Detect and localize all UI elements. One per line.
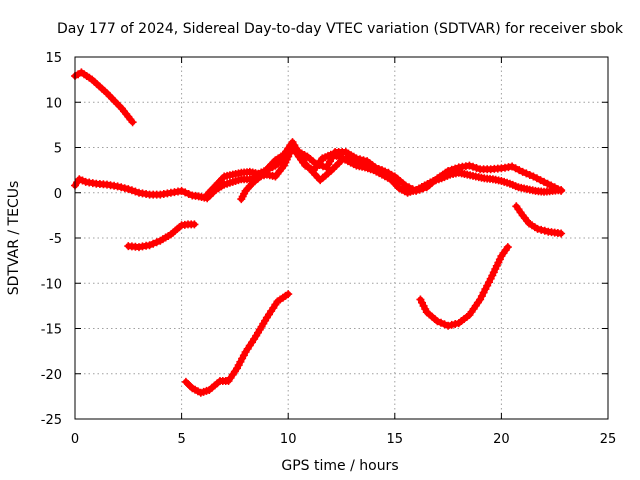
plus-markers [124, 220, 199, 252]
y-tick-label: 0 [54, 187, 62, 202]
x-tick-label: 10 [280, 432, 297, 447]
series-markers [71, 68, 137, 127]
x-tick-label: 0 [71, 432, 79, 447]
x-tick-label: 5 [177, 432, 185, 447]
series-band [417, 244, 511, 329]
y-tick-label: -20 [41, 368, 62, 383]
data-series [71, 68, 566, 397]
series-markers [512, 202, 566, 238]
y-tick-labels: -25 -20 -15 -10 -5 0 5 10 15 [41, 51, 62, 428]
plus-markers [237, 138, 566, 204]
series-markers [181, 290, 293, 397]
y-tick-label: -15 [41, 323, 62, 338]
plus-markers [71, 68, 137, 127]
y-axis-label: SDTVAR / TECUs [6, 181, 22, 296]
y-tick-label: -5 [49, 232, 62, 247]
plus-markers [181, 290, 293, 397]
x-tick-label: 15 [387, 432, 404, 447]
x-tick-label: 25 [600, 432, 617, 447]
grid-lines [75, 57, 608, 419]
series-markers [124, 220, 199, 252]
x-axis-label: GPS time / hours [281, 458, 398, 474]
plus-markers [512, 202, 566, 238]
plus-markers [416, 243, 512, 330]
y-tick-label: -10 [41, 277, 62, 292]
y-tick-label: 15 [45, 51, 62, 66]
series-markers [237, 138, 566, 204]
x-tick-labels: 0 5 10 15 20 25 [71, 432, 616, 447]
y-tick-label: 10 [45, 96, 62, 111]
series-markers [416, 243, 512, 330]
y-tick-label: -25 [41, 413, 62, 428]
axis-ticks [74, 56, 609, 420]
y-tick-label: 5 [54, 142, 62, 157]
chart-title: Day 177 of 2024, Sidereal Day-to-day VTE… [57, 21, 624, 37]
series-band [72, 144, 565, 202]
x-tick-label: 20 [493, 432, 510, 447]
